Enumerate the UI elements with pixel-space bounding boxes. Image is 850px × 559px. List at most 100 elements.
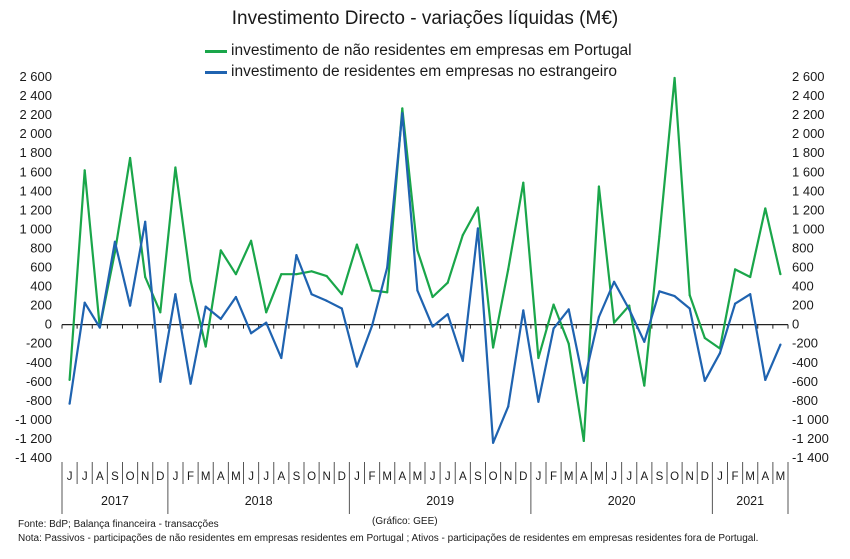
month-tick-label: O	[670, 471, 679, 483]
month-tick-label: M	[413, 471, 423, 483]
month-tick-label: J	[67, 471, 73, 483]
data-point-non-residents	[612, 321, 616, 324]
y-tick-label-left: 600	[30, 260, 52, 275]
y-tick-label-left: 2 000	[19, 126, 52, 141]
month-tick-label: D	[519, 471, 527, 483]
y-tick-label-right: 2 600	[792, 69, 825, 84]
month-tick-label: A	[640, 471, 648, 483]
data-point-residents	[552, 327, 555, 330]
y-tick-label-left: 1 000	[19, 221, 52, 236]
y-tick-label-right: 2 000	[792, 126, 825, 141]
data-point-residents	[310, 293, 313, 296]
data-point-residents	[688, 307, 691, 310]
month-tick-label: O	[126, 471, 135, 483]
month-tick-label: J	[717, 471, 723, 483]
year-label: 2018	[245, 494, 273, 508]
month-tick-label: S	[293, 471, 301, 483]
data-point-non-residents	[144, 275, 147, 279]
month-tick-label: J	[430, 471, 436, 483]
data-point-residents	[113, 240, 117, 243]
data-point-non-residents	[507, 268, 510, 271]
data-point-non-residents	[219, 249, 222, 252]
month-tick-label: J	[536, 471, 542, 483]
data-point-non-residents	[491, 346, 495, 349]
year-label: 2019	[426, 494, 454, 508]
month-tick-label: A	[459, 471, 467, 483]
series-line-residents	[68, 112, 782, 444]
legend-label-non-residents: investimento de não residentes em empres…	[231, 42, 632, 59]
data-point-non-residents	[749, 275, 752, 279]
legend: investimento de não residentes em empres…	[205, 40, 632, 82]
series-lines	[68, 76, 782, 444]
data-point-residents	[174, 293, 177, 296]
data-point-non-residents	[446, 281, 449, 284]
y-tick-label-right: -200	[792, 336, 818, 351]
y-tick-label-left: -1 200	[15, 431, 52, 446]
data-point-non-residents	[703, 336, 706, 340]
data-point-residents	[68, 402, 71, 405]
legend-item-residents: investimento de residentes em empresas n…	[205, 61, 632, 82]
month-tick-label: A	[277, 471, 285, 483]
y-tick-label-right: 1 800	[792, 145, 825, 160]
month-tick-label: M	[776, 471, 786, 483]
month-tick-label: N	[504, 471, 512, 483]
data-point-non-residents	[431, 295, 434, 299]
month-tick-label: O	[307, 471, 316, 483]
data-point-non-residents	[386, 291, 389, 294]
y-tick-label-right: 800	[792, 240, 814, 255]
data-point-residents	[597, 315, 601, 319]
data-point-residents	[401, 112, 404, 115]
footnote-note: Nota: Passivos - participações de não re…	[18, 533, 759, 544]
legend-label-residents: investimento de residentes em empresas n…	[231, 63, 617, 80]
data-point-residents	[325, 299, 328, 302]
data-point-non-residents	[340, 293, 343, 296]
data-point-residents	[159, 380, 162, 383]
data-point-residents	[567, 308, 570, 311]
data-point-non-residents	[476, 206, 480, 209]
data-point-residents	[522, 309, 525, 312]
series-line-non-residents	[68, 76, 782, 442]
y-tick-label-right: 2 200	[792, 107, 825, 122]
data-point-residents	[612, 280, 616, 283]
y-tick-label-left: -600	[26, 374, 52, 389]
year-label: 2021	[736, 494, 764, 508]
month-tick-label: J	[354, 471, 360, 483]
footnote-credit: (Gráfico: GEE)	[372, 516, 438, 527]
data-point-residents	[507, 405, 510, 408]
y-tick-label-left: 1 400	[19, 183, 52, 198]
legend-swatch-green	[205, 50, 227, 53]
data-point-non-residents	[643, 384, 646, 387]
year-label: 2017	[101, 494, 129, 508]
data-point-non-residents	[174, 166, 177, 169]
month-tick-label: J	[445, 471, 451, 483]
data-point-residents	[673, 294, 676, 298]
y-tick-label-right: -800	[792, 393, 818, 408]
legend-item-non-residents: investimento de não residentes em empres…	[205, 40, 632, 61]
y-tick-label-right: 2 400	[792, 88, 825, 103]
month-tick-label: N	[686, 471, 694, 483]
data-point-residents	[204, 305, 207, 308]
data-point-residents	[431, 325, 434, 328]
y-tick-label-left: 200	[30, 298, 52, 313]
data-point-residents	[582, 381, 585, 384]
data-point-non-residents	[189, 279, 192, 282]
data-point-non-residents	[582, 439, 585, 442]
y-tick-label-left: 400	[30, 279, 52, 294]
data-point-residents	[83, 301, 86, 304]
month-tick-label: J	[263, 471, 269, 483]
data-point-non-residents	[567, 342, 570, 345]
data-point-residents	[491, 441, 495, 444]
data-point-residents	[718, 352, 722, 355]
y-tick-label-right: -1 000	[792, 412, 829, 427]
data-point-residents	[476, 227, 480, 230]
month-tick-label: D	[338, 471, 346, 483]
data-point-residents	[144, 220, 147, 223]
y-tick-label-right: -600	[792, 374, 818, 389]
data-point-residents	[733, 302, 737, 305]
data-point-residents	[280, 356, 283, 360]
data-point-non-residents	[416, 249, 419, 252]
data-point-residents	[703, 379, 706, 382]
month-tick-label: J	[82, 471, 88, 483]
month-tick-label: M	[231, 471, 241, 483]
